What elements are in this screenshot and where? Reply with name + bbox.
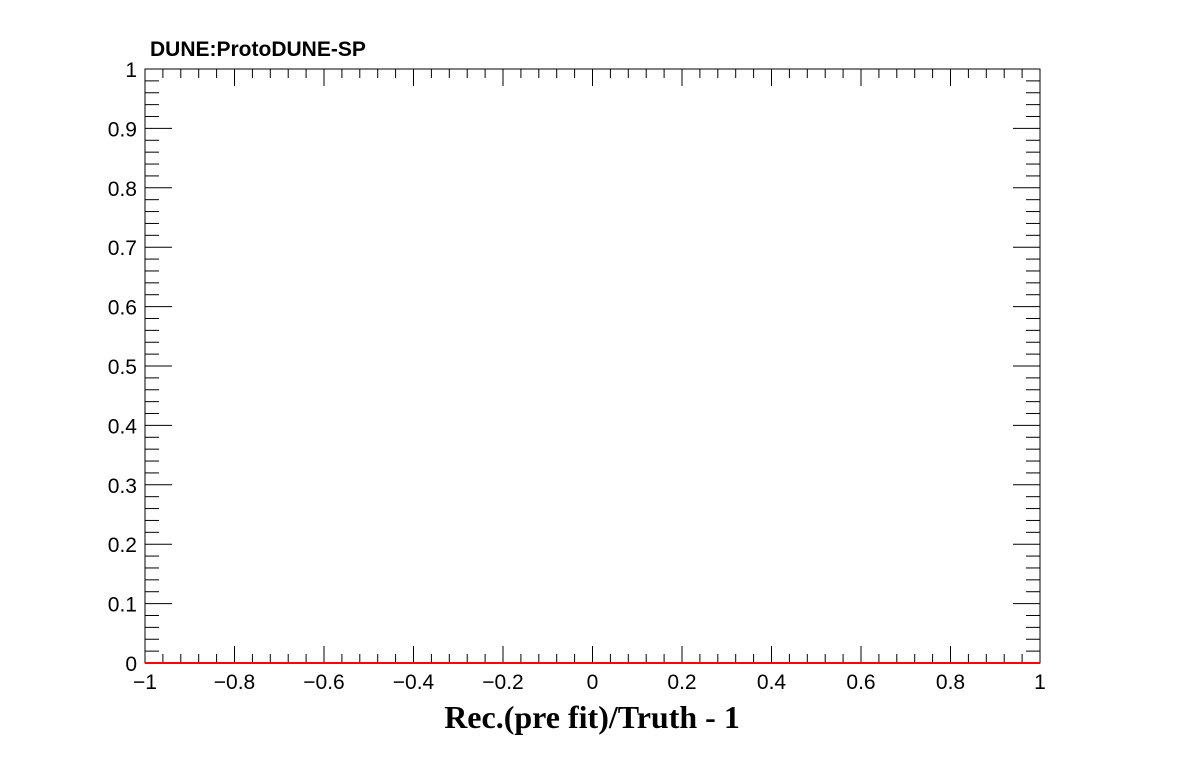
y-tick-label: 0.4 [108,415,138,438]
x-tick-label: −0.4 [393,671,435,694]
axis-ticks [144,68,1041,664]
x-tick-label: 0.8 [936,671,965,694]
y-tick-label: 0.5 [108,356,137,379]
x-tick-label: −1 [133,671,157,694]
y-tick-label: 0.7 [108,237,137,260]
y-tick-label: 0 [125,653,137,676]
x-tick-label: 0.4 [757,671,787,694]
y-tick-label: 0.9 [108,118,137,141]
x-tick-label: −0.6 [303,671,344,694]
y-tick-label: 1 [125,59,137,82]
y-tick-label: 0.6 [108,297,137,320]
x-tick-label: 1 [1034,671,1046,694]
x-tick-label: −0.2 [482,671,523,694]
plot-frame [144,68,1041,664]
y-tick-labels: 0 0.1 0.2 0.3 0.4 0.5 0.6 0.7 0.8 0.9 1 [108,59,138,676]
x-tick-label: 0 [587,671,599,694]
y-tick-label: 0.3 [108,475,137,498]
y-tick-label: 0.2 [108,534,137,557]
y-tick-label: 0.1 [108,594,137,617]
x-axis-label: Rec.(pre fit)/Truth - 1 [444,699,740,735]
chart-title: DUNE:ProtoDUNE-SP [150,38,366,61]
x-tick-label: −0.8 [214,671,255,694]
y-tick-label: 0.8 [108,178,137,201]
x-tick-label: 0.6 [846,671,875,694]
x-tick-labels: −1 −0.8 −0.6 −0.4 −0.2 0 0.2 0.4 0.6 0.8 1 [133,671,1046,694]
x-tick-label: 0.2 [667,671,696,694]
